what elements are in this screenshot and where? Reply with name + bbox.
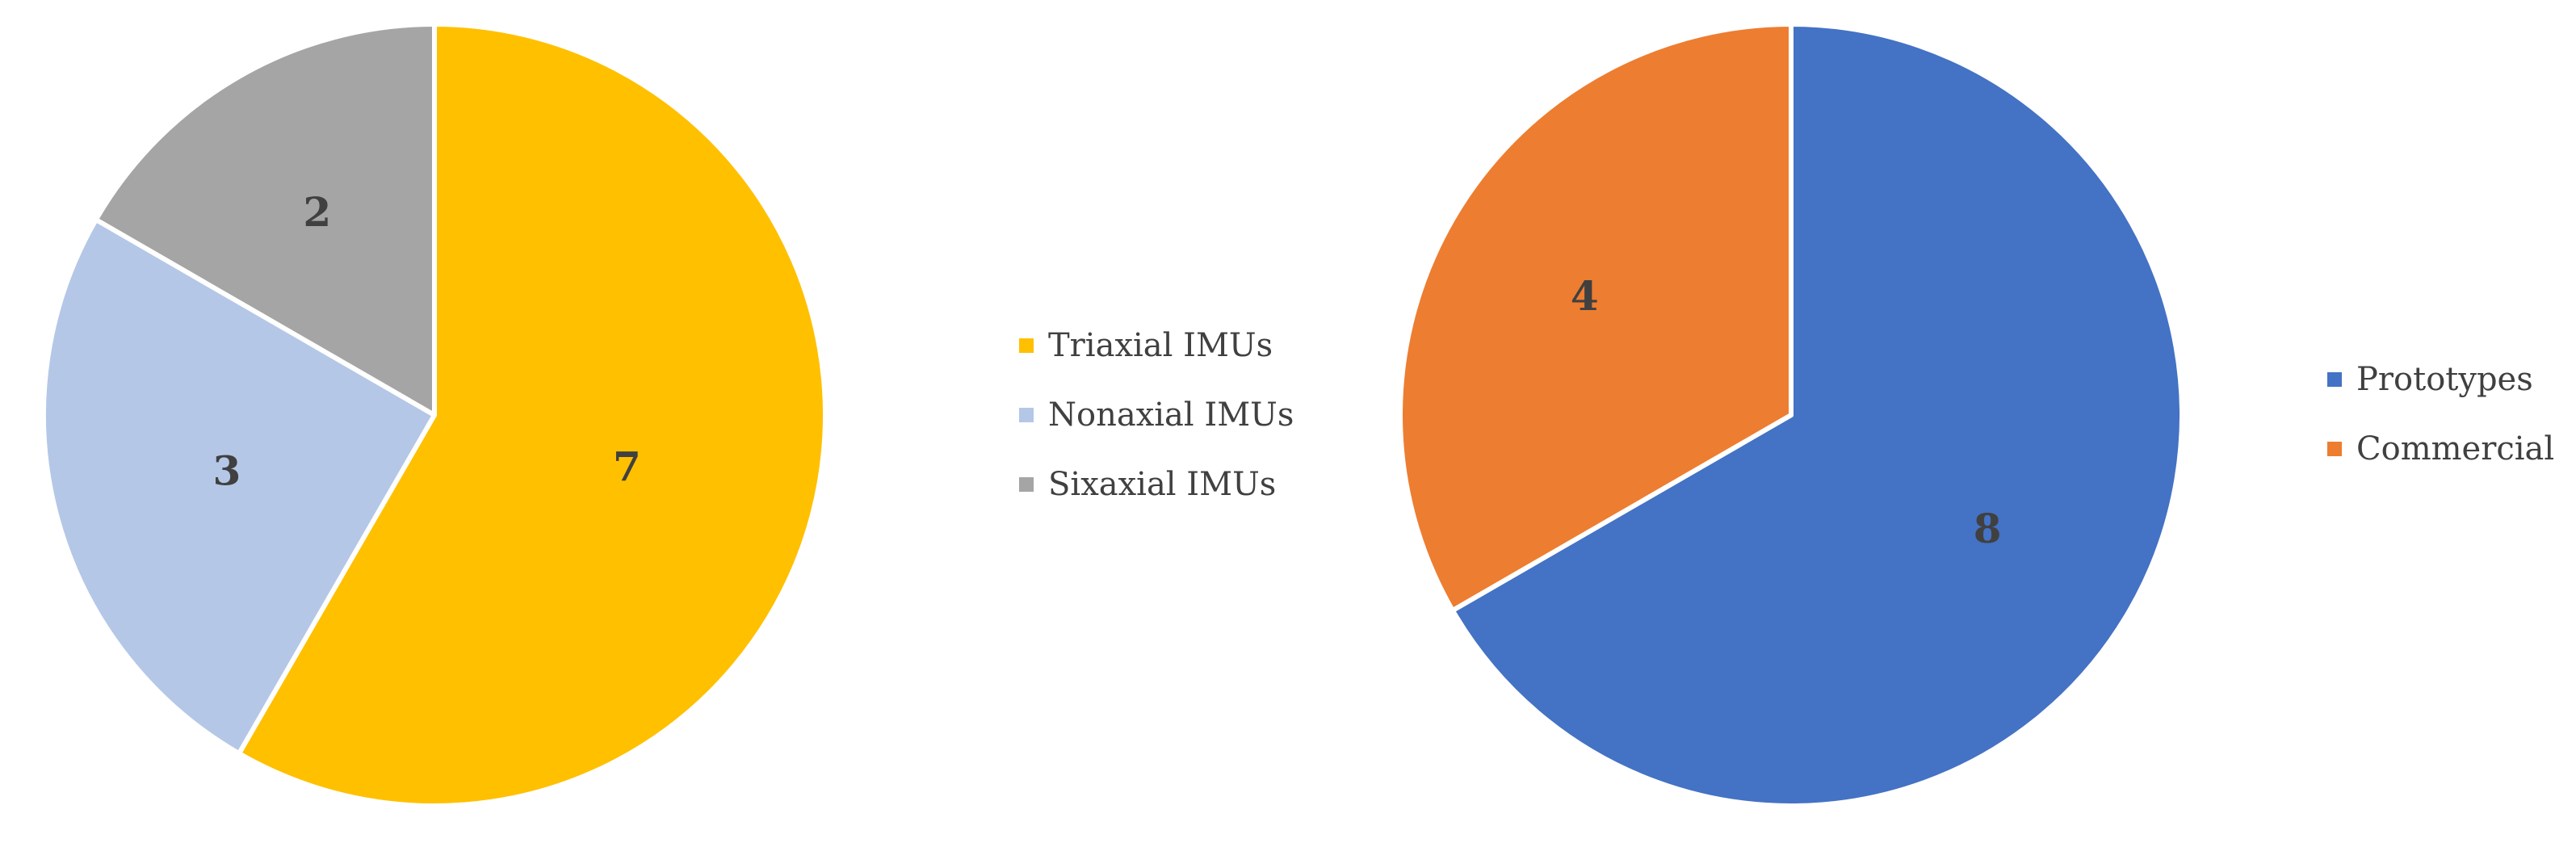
- legend-label-triaxial-imus: Triaxial IMUs: [1048, 327, 1273, 364]
- data-label-nonaxial-imus: 3: [212, 447, 241, 494]
- legend-1: Triaxial IMUs Nonaxial IMUs Sixaxial IMUs: [1019, 327, 1294, 503]
- pie-slice-sixaxial-imus: [93, 22, 437, 417]
- legend-2: Prototypes Commercial: [2327, 361, 2554, 468]
- data-label-commercial: 4: [1571, 272, 1599, 320]
- data-label-prototypes: 8: [1974, 505, 2002, 552]
- pie-slice-triaxial-imus: [237, 22, 828, 808]
- pie-chart-1: 7 3 2: [41, 22, 828, 808]
- legend-label-sixaxial-imus: Sixaxial IMUs: [1048, 466, 1276, 503]
- legend-label-commercial: Commercial: [2356, 430, 2554, 468]
- pie-slice-prototypes: [1450, 22, 2184, 808]
- legend-swatch-nonaxial-imus: [1019, 408, 1034, 422]
- pie-slice-nonaxial-imus: [41, 217, 437, 757]
- legend-swatch-sixaxial-imus: [1019, 477, 1034, 492]
- legend-label-nonaxial-imus: Nonaxial IMUs: [1048, 396, 1294, 434]
- pie-slice-commercial: [1397, 22, 1794, 613]
- data-label-triaxial-imus: 7: [613, 442, 641, 490]
- legend-swatch-commercial: [2327, 442, 2342, 456]
- legend-label-prototypes: Prototypes: [2356, 361, 2533, 398]
- data-label-sixaxial-imus: 2: [303, 188, 331, 236]
- legend-swatch-prototypes: [2327, 372, 2342, 387]
- pie-chart-2: 84: [1397, 22, 2184, 808]
- legend-swatch-triaxial-imus: [1019, 338, 1034, 353]
